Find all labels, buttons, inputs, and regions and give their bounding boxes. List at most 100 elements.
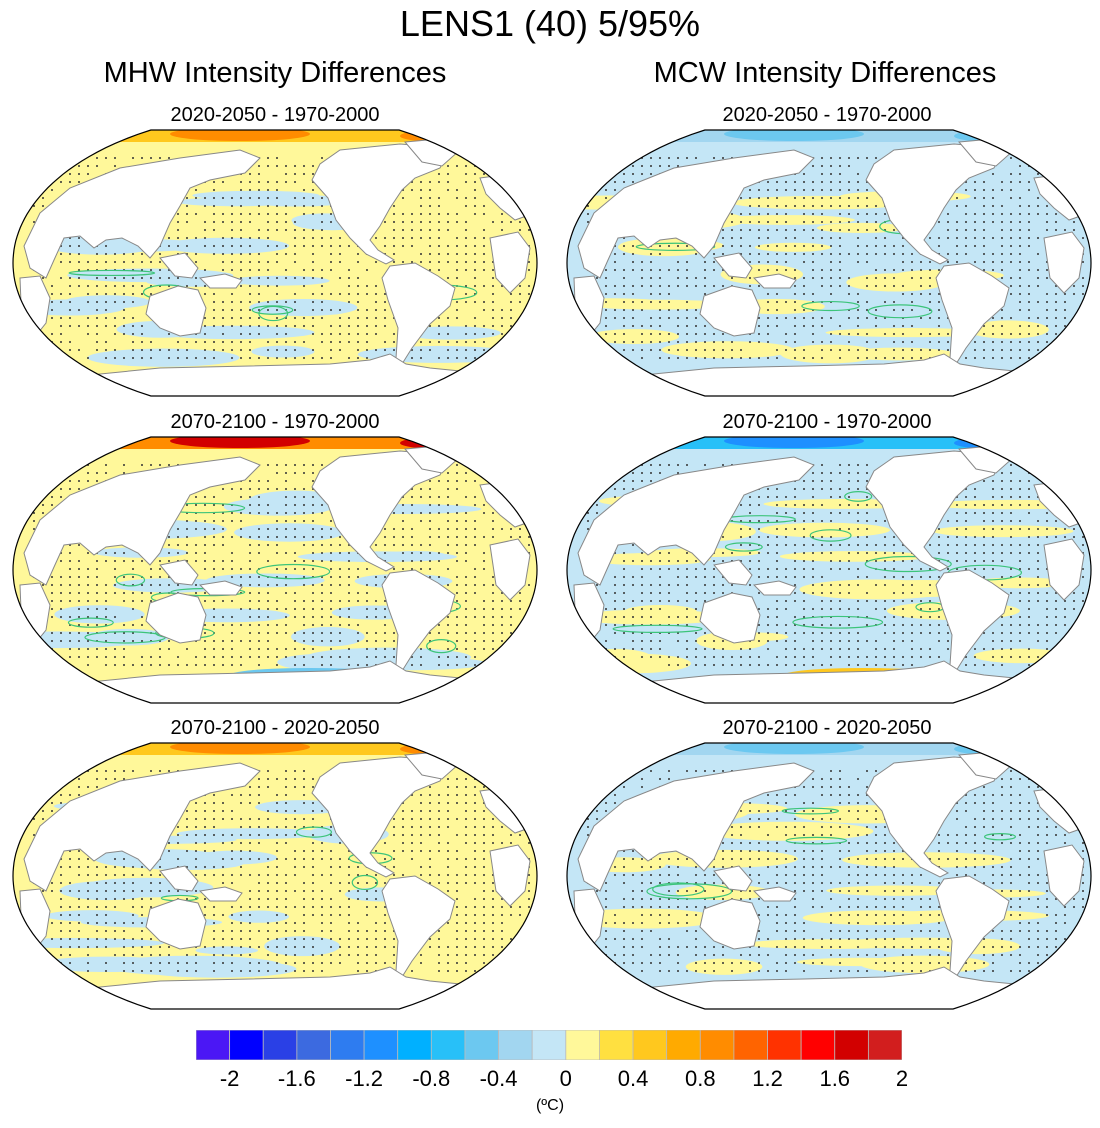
contour-lines [646, 807, 1016, 900]
anomaly-patch [583, 299, 732, 310]
anomaly-patch [176, 828, 328, 840]
colorbar-box [632, 1030, 668, 1060]
colorbar-tick-label: 0 [559, 1066, 572, 1091]
colorbar-box [800, 1030, 836, 1060]
colorbar-box [767, 1030, 802, 1060]
panel-title: 2070-2100 - 2020-2050 [722, 717, 932, 739]
anomaly-patch [779, 551, 929, 562]
panel-title: 2070-2100 - 1970-2000 [170, 411, 380, 433]
colorbar-tick-label: -1.2 [345, 1066, 384, 1091]
colorbar-tick-label: -0.8 [412, 1066, 451, 1091]
arctic-anomaly-core [954, 437, 1034, 449]
panel-title: 2070-2100 - 2020-2050 [170, 717, 380, 739]
column-title-mcw: MCW Intensity Differences [653, 57, 997, 89]
colorbar-box [430, 1030, 466, 1060]
colorbar-tick-label: 2 [895, 1066, 909, 1091]
anomaly-patch [685, 958, 763, 975]
anomaly-patch [589, 329, 679, 345]
column-title-mhw: MHW Intensity Differences [103, 57, 447, 89]
colorbar-tick-label: 0.8 [684, 1066, 716, 1091]
land-masses [573, 444, 1090, 703]
anomaly-patch [384, 550, 447, 560]
anomaly-patch [195, 946, 258, 955]
colorbar-box [397, 1030, 432, 1060]
anomaly-patch [264, 936, 340, 957]
land-masses [19, 444, 536, 703]
colorbar-tick-label: -0.4 [479, 1066, 518, 1091]
anomaly-patch [841, 347, 956, 361]
colorbar-tick-label: -1.6 [277, 1066, 316, 1091]
colorbar-box [296, 1030, 331, 1060]
map-border [566, 129, 1092, 397]
land-masses [573, 137, 1090, 396]
colorbar-box [666, 1030, 701, 1060]
colorbar [196, 1030, 902, 1060]
anomaly-patch [35, 956, 182, 973]
anomaly-patch [624, 604, 697, 619]
arctic-anomaly-core [400, 743, 480, 755]
panel-title: 2020-2050 - 1970-2000 [722, 104, 932, 126]
anomaly-patch [205, 573, 325, 588]
anomaly-patch [799, 579, 955, 600]
colorbar-tick-label: 1.2 [752, 1066, 783, 1091]
colorbar-box [363, 1030, 399, 1060]
colorbar-box [867, 1030, 902, 1060]
colorbar-box [196, 1030, 231, 1060]
anomaly-patch [780, 344, 880, 364]
anomaly-patch [730, 824, 873, 839]
ocean-field [567, 743, 1091, 1009]
map-border [12, 742, 538, 1010]
arctic-anomaly-core [400, 437, 480, 449]
anomaly-patch [932, 525, 1074, 538]
arctic-anomaly-core [954, 130, 1034, 142]
anomaly-patch [860, 955, 990, 974]
panel-title: 2070-2100 - 1970-2000 [722, 411, 932, 433]
land-masses [573, 750, 1090, 1009]
anomaly-patch [251, 345, 315, 358]
map-border [12, 436, 538, 704]
colorbar-box [229, 1030, 264, 1060]
anomaly-patch [87, 348, 240, 367]
anomaly-patch [32, 238, 211, 252]
colorbar-box [733, 1030, 768, 1060]
colorbar-box [599, 1030, 634, 1060]
anomaly-patch [242, 195, 353, 207]
map-panel-mcw-2020-2050 [566, 129, 1092, 397]
colorbar-tick-label: 0.4 [617, 1066, 649, 1091]
anomaly-patch [754, 242, 832, 252]
map-border [566, 436, 1092, 704]
map-panel-mhw-future-diff [12, 742, 538, 1010]
map-panel-mhw-2020-2050 [12, 129, 538, 397]
map-border [566, 742, 1092, 1010]
map-panel-mhw-2070-2100 [12, 436, 538, 704]
colorbar-box [834, 1030, 869, 1060]
panel-title: 2020-2050 - 1970-2000 [170, 104, 380, 126]
arctic-anomaly-core [954, 743, 1034, 755]
anomaly-patch [661, 341, 794, 359]
map-panel-mcw-2070-2100 [566, 436, 1092, 704]
anomaly-patch [401, 326, 501, 340]
colorbar-units: (ºC) [535, 1097, 565, 1114]
colorbar-box [464, 1030, 499, 1060]
colorbar-box [531, 1030, 567, 1060]
anomaly-patch [826, 885, 969, 896]
anomaly-patch [973, 648, 1069, 664]
colorbar-box [498, 1030, 533, 1060]
colorbar-tick-label: 1.6 [819, 1066, 851, 1091]
anomaly-patch [291, 626, 365, 647]
arctic-anomaly-core [400, 130, 480, 142]
colorbar-box [699, 1030, 735, 1060]
colorbar-box [262, 1030, 298, 1060]
map-panel-mcw-future-diff [566, 742, 1092, 1010]
map-border [12, 129, 538, 397]
anomaly-patch [44, 910, 139, 922]
land-masses [19, 750, 536, 1009]
colorbar-box [565, 1030, 600, 1060]
colorbar-box [330, 1030, 365, 1060]
anomaly-patch [249, 298, 358, 317]
figure-title: LENS1 (40) 5/95% [399, 3, 701, 44]
anomaly-patch [234, 523, 345, 542]
anomaly-patch [54, 605, 145, 624]
anomaly-patch [228, 910, 289, 923]
colorbar-tick-label: -2 [219, 1066, 240, 1091]
